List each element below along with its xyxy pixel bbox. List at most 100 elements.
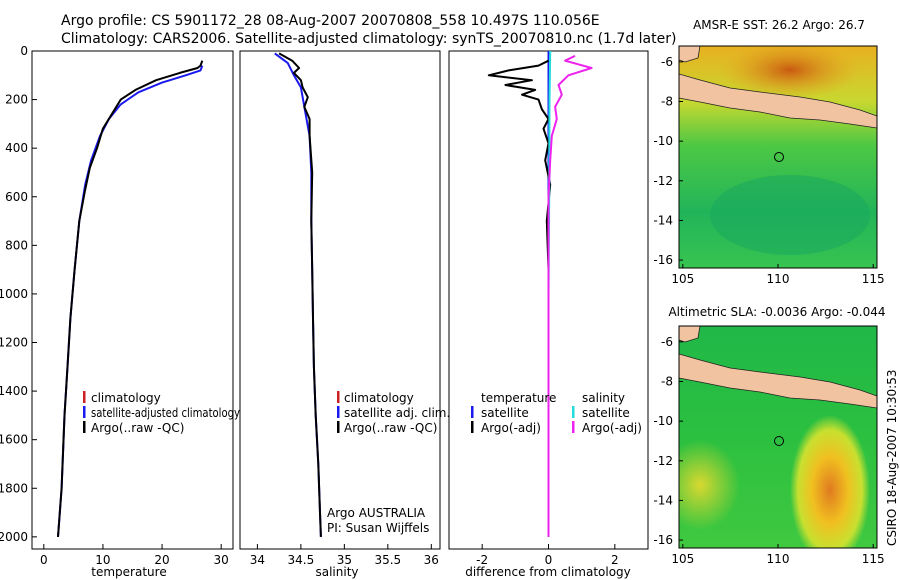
legend-label-climatology: climatology <box>344 391 414 405</box>
legend-label-temp-argo: Argo(-adj) <box>481 421 541 435</box>
x-tick-label: 36 <box>424 553 439 567</box>
legend-swatch-temp-argo <box>471 421 474 433</box>
sst-map-title: AMSR-E SST: 26.2 Argo: 26.7 <box>693 18 865 32</box>
x-tick-label: 30 <box>214 553 229 567</box>
legend-swatch-climatology <box>83 391 86 403</box>
legend-swatch-argo <box>337 421 340 433</box>
sla-heatmap <box>679 326 877 548</box>
x-tick-label: 35.5 <box>374 553 401 567</box>
y-tick-label: 1000 <box>0 287 28 301</box>
x-tick-label: 34 <box>250 553 265 567</box>
legend-label-argo: Argo(..raw -QC) <box>344 421 437 435</box>
y-tick-label: 2000 <box>0 530 28 544</box>
y-tick-label: 1600 <box>0 433 28 447</box>
difference-x-axis: -2 0 2 <box>476 544 619 567</box>
map-x-tick-label: 115 <box>862 272 885 286</box>
salinity-axes <box>239 50 441 550</box>
x-tick-label: -2 <box>476 553 488 567</box>
salinity-legend: climatology satellite adj. clim. Argo(..… <box>337 391 450 435</box>
legend-label-sat-adj-clim: satellite adj. clim. <box>344 406 450 420</box>
temperature-y-axis: 0 200 400 600 800 1000 1200 1400 1600 1800 2000 <box>0 44 37 544</box>
side-label: CSIRO 18-Aug-2007 10:30:53 <box>885 370 899 546</box>
map-y-tick-label: -6 <box>661 335 673 349</box>
salinity-xlabel: salinity <box>315 565 358 579</box>
sla-warm-anomaly <box>790 415 870 548</box>
map-y-tick-label: -14 <box>653 213 673 227</box>
sla-map-axes: 105 110 115 -6 -8 -10 -12 -14 -16 <box>653 335 884 566</box>
map-y-tick-label: -12 <box>653 174 673 188</box>
sst-heatmap <box>679 46 877 268</box>
map-x-tick-label: 105 <box>671 272 694 286</box>
series-line-argo-raw-qc- <box>278 52 322 537</box>
temperature-xlabel: temperature <box>91 565 166 579</box>
y-tick-label: 400 <box>5 141 28 155</box>
sst-map-panel: AMSR-E SST: 26.2 Argo: 26.7 105 110 115 -6 -… <box>653 18 884 286</box>
difference-lines <box>487 50 593 537</box>
x-tick-label: 2 <box>611 553 619 567</box>
y-tick-label: 200 <box>5 93 28 107</box>
legend-swatch-argo <box>83 421 86 433</box>
y-tick-label: 0 <box>20 44 28 58</box>
sst-map-axes: 105 110 115 -6 -8 -10 -12 -14 -16 <box>653 55 884 286</box>
legend-swatch-temp-satellite <box>471 406 474 418</box>
map-y-tick-label: -8 <box>661 375 673 389</box>
legend-swatch-sal-satellite <box>572 406 575 418</box>
x-tick-label: 20 <box>154 553 169 567</box>
y-tick-label: 600 <box>5 190 28 204</box>
series-line-argo-raw-qc- <box>57 60 204 537</box>
map-x-tick-label: 110 <box>767 552 790 566</box>
legend-label-argo: Argo(..raw -QC) <box>91 421 184 435</box>
map-y-tick-label: -10 <box>653 414 673 428</box>
y-tick-label: 1200 <box>0 336 28 350</box>
y-tick-label: 800 <box>5 238 28 252</box>
sst-cool-patch <box>710 175 870 255</box>
legend-label-sal-satellite: satellite <box>582 406 630 420</box>
map-y-tick-label: -10 <box>653 134 673 148</box>
temperature-x-axis: 0 10 20 30 <box>40 544 229 567</box>
legend-label-sat-clim: satellite-adjusted climatology <box>91 406 240 420</box>
salinity-lines <box>274 52 322 537</box>
y-tick-label: 1800 <box>0 481 28 495</box>
temperature-legend: climatology satellite-adjusted climatolo… <box>83 391 240 435</box>
legend-label-sal-argo: Argo(-adj) <box>582 421 642 435</box>
temperature-axes <box>31 50 234 550</box>
salinity-x-axis: 34 34.5 35 35.5 36 <box>250 544 439 567</box>
series-line-salinity-argo-adj- <box>547 55 593 537</box>
sst-land-java <box>679 73 877 129</box>
difference-xlabel: difference from climatology <box>465 565 631 579</box>
map-y-tick-label: -12 <box>653 454 673 468</box>
legend-label-temp-satellite: satellite <box>481 406 529 420</box>
sla-map-panel: Altimetric SLA: -0.0036 Argo: -0.044 105… <box>653 305 885 566</box>
legend-swatch-sat-adj-clim <box>337 406 340 418</box>
x-tick-label: 0 <box>40 553 48 567</box>
argo-annotation-line-1: Argo AUSTRALIA <box>327 506 426 520</box>
map-x-tick-label: 110 <box>767 272 790 286</box>
map-y-tick-label: -16 <box>653 253 673 267</box>
y-tick-label: 1400 <box>0 384 28 398</box>
x-tick-label: 34.5 <box>288 553 315 567</box>
legend-swatch-sal-argo <box>572 421 575 433</box>
sla-warm-left <box>679 440 740 530</box>
x-tick-label: 10 <box>95 553 110 567</box>
map-y-tick-label: -6 <box>661 55 673 69</box>
sla-argo-marker <box>774 436 784 446</box>
sst-warm-patch <box>720 46 860 100</box>
legend-swatch-climatology <box>337 391 340 403</box>
legend-title-temperature: temperature <box>481 391 556 405</box>
difference-panel: -2 0 2 difference from climatology tempera… <box>448 50 649 579</box>
x-tick-label: 35 <box>337 553 352 567</box>
sst-land-borneo <box>679 46 701 63</box>
legend-swatch-sat-clim <box>83 406 86 418</box>
temperature-lines <box>57 60 204 537</box>
difference-legend: temperature satellite Argo(-adj) salinit… <box>471 391 642 435</box>
sla-map-title: Altimetric SLA: -0.0036 Argo: -0.044 <box>668 305 885 319</box>
sla-land-borneo <box>679 326 701 343</box>
map-y-tick-label: -14 <box>653 493 673 507</box>
map-y-tick-label: -8 <box>661 95 673 109</box>
salinity-panel: 34 34.5 35 35.5 36 salinity climatology sate… <box>239 50 450 579</box>
sst-argo-marker <box>774 152 784 162</box>
legend-label-climatology: climatology <box>91 391 161 405</box>
sla-land-java <box>679 353 877 409</box>
map-x-tick-label: 115 <box>862 552 885 566</box>
